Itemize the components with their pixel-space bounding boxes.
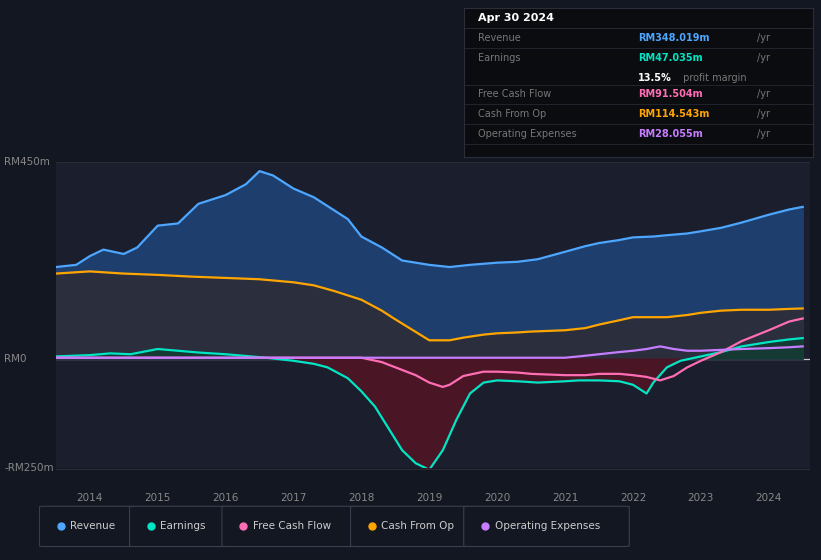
Text: Cash From Op: Cash From Op [381, 521, 454, 531]
Text: Operating Expenses: Operating Expenses [478, 129, 576, 139]
Text: 2022: 2022 [620, 493, 646, 503]
Text: 2020: 2020 [484, 493, 511, 503]
Text: Earnings: Earnings [160, 521, 206, 531]
Text: /yr: /yr [757, 129, 770, 139]
Text: RM348.019m: RM348.019m [639, 33, 710, 43]
Text: Revenue: Revenue [71, 521, 115, 531]
Text: RM91.504m: RM91.504m [639, 90, 703, 100]
Text: 13.5%: 13.5% [639, 73, 672, 83]
Text: Earnings: Earnings [478, 53, 521, 63]
Text: 2023: 2023 [688, 493, 714, 503]
FancyBboxPatch shape [222, 506, 356, 547]
Text: /yr: /yr [757, 90, 770, 100]
Text: 2014: 2014 [76, 493, 103, 503]
Text: Cash From Op: Cash From Op [478, 109, 546, 119]
Text: Apr 30 2024: Apr 30 2024 [478, 13, 554, 24]
Text: 2016: 2016 [213, 493, 239, 503]
Text: Free Cash Flow: Free Cash Flow [253, 521, 331, 531]
Text: RM114.543m: RM114.543m [639, 109, 709, 119]
Text: Operating Expenses: Operating Expenses [494, 521, 600, 531]
Text: /yr: /yr [757, 109, 770, 119]
Text: 2019: 2019 [416, 493, 443, 503]
Text: Free Cash Flow: Free Cash Flow [478, 90, 551, 100]
Text: RM450m: RM450m [4, 157, 50, 167]
FancyBboxPatch shape [351, 506, 470, 547]
Text: profit margin: profit margin [680, 73, 747, 83]
Text: RM28.055m: RM28.055m [639, 129, 703, 139]
Text: 2018: 2018 [348, 493, 374, 503]
Text: RM0: RM0 [4, 353, 26, 363]
FancyBboxPatch shape [464, 506, 630, 547]
Text: RM47.035m: RM47.035m [639, 53, 703, 63]
FancyBboxPatch shape [39, 506, 135, 547]
Text: /yr: /yr [757, 53, 770, 63]
Text: Revenue: Revenue [478, 33, 521, 43]
Text: -RM250m: -RM250m [4, 463, 53, 473]
Text: 2017: 2017 [280, 493, 307, 503]
Text: /yr: /yr [757, 33, 770, 43]
Text: 2021: 2021 [552, 493, 578, 503]
FancyBboxPatch shape [130, 506, 228, 547]
Text: 2024: 2024 [755, 493, 782, 503]
Text: 2015: 2015 [144, 493, 171, 503]
